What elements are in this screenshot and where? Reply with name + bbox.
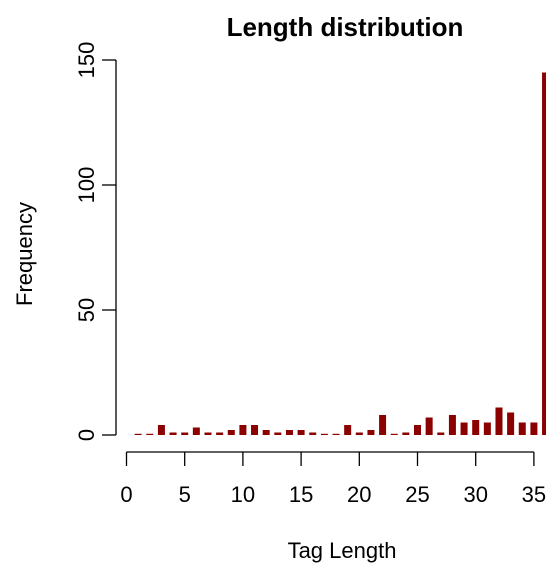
bar-length-31 [483,422,491,435]
bar-length-25 [414,425,421,435]
bar-length-8 [216,432,224,435]
bar-length-32 [495,407,503,435]
bar-length-4 [169,432,177,435]
bar-length-36 [542,72,546,435]
bar-length-11 [251,425,259,435]
bar-length-24 [402,432,410,435]
y-axis-label: Frequency [12,202,37,306]
bar-length-23 [390,433,398,435]
x-tick-label: 30 [463,482,487,507]
bar-length-27 [437,432,445,435]
bar-length-2 [146,433,154,435]
bar-length-1 [134,433,142,435]
bar-length-10 [239,425,247,435]
y-axis: 0 50 100 150 [74,42,117,441]
bar-length-33 [507,412,515,435]
bar-length-34 [518,422,526,435]
bar-length-18 [332,433,340,435]
bar-length-6 [192,427,200,435]
y-tick-label: 0 [74,429,99,441]
bar-length-29 [460,422,468,435]
bar-length-3 [157,425,165,435]
x-tick-label: 35 [522,482,546,507]
bar-length-19 [344,425,352,435]
bar-length-16 [309,432,317,435]
x-tick-label: 20 [347,482,371,507]
x-axis-label: Tag Length [288,538,397,563]
bar-length-21 [367,430,375,435]
x-axis: 0 5 10 15 20 25 30 35 [120,451,546,507]
bars-group [134,72,546,435]
bar-length-5 [181,432,189,435]
bar-length-35 [530,422,538,435]
bar-length-9 [227,430,235,435]
x-tick-label: 25 [405,482,429,507]
bar-length-28 [448,415,456,435]
bar-length-26 [425,417,433,435]
bar-length-20 [355,432,363,435]
x-tick-label: 5 [179,482,191,507]
bar-length-17 [320,433,328,435]
y-tick-label: 150 [74,42,99,79]
bar-length-13 [274,432,282,435]
x-tick-label: 15 [289,482,313,507]
bar-length-15 [297,430,305,435]
y-tick-label: 50 [74,298,99,322]
y-tick-label: 100 [74,167,99,204]
x-tick-label: 10 [231,482,255,507]
x-tick-label: 0 [120,482,132,507]
bar-length-12 [262,430,270,435]
bar-length-30 [472,420,480,435]
bar-length-14 [285,430,293,435]
bar-length-22 [379,415,387,435]
chart-title: Length distribution [227,12,464,42]
bar-length-7 [204,432,212,435]
